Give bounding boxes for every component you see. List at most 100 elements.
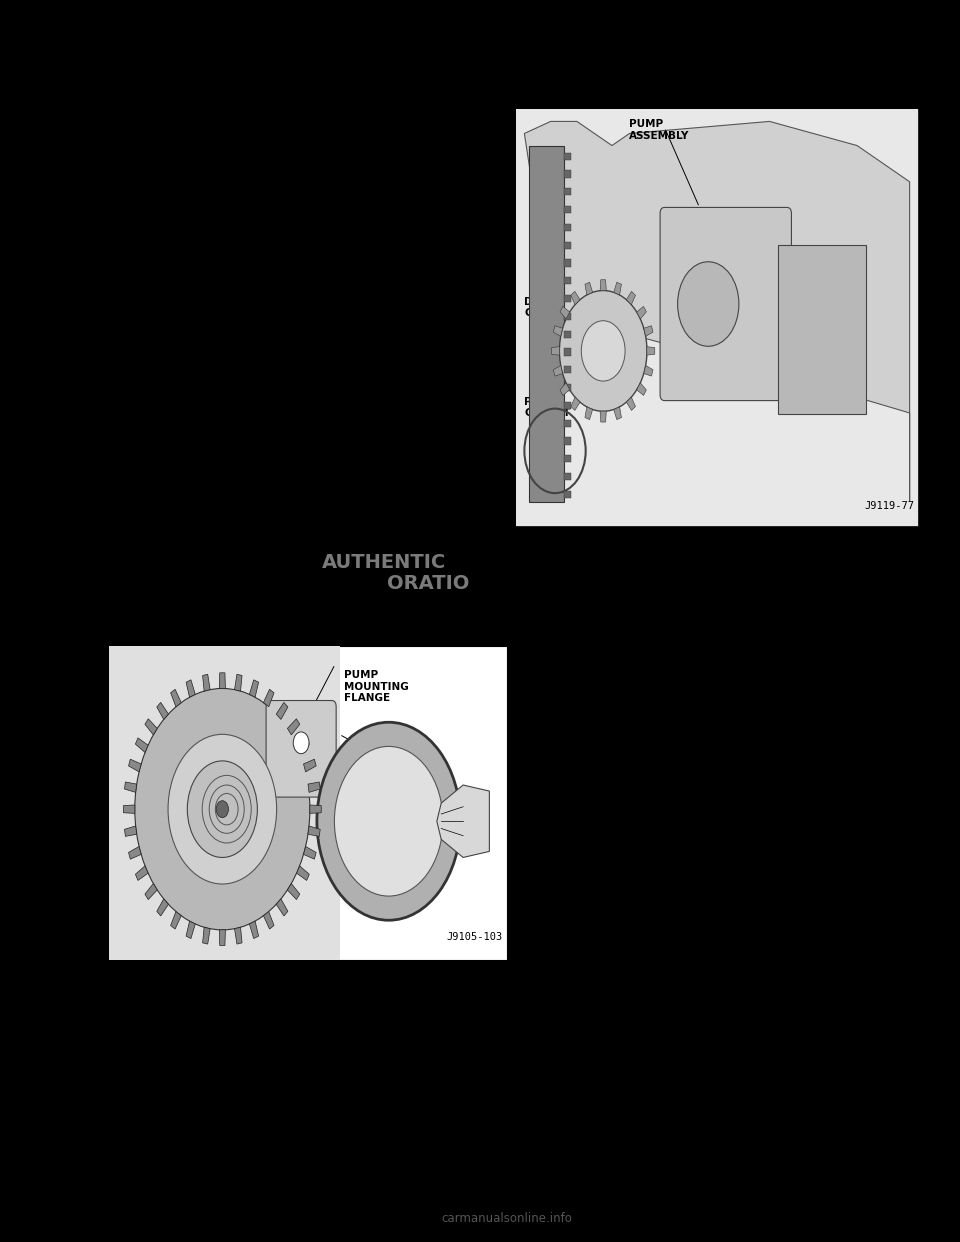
- Text: Then verify that steering action is correct. Do this: Then verify that steering action is corr…: [516, 1088, 833, 1100]
- Polygon shape: [647, 347, 655, 355]
- Polygon shape: [644, 325, 653, 337]
- Text: (9) Connect vacuum hose to vacuum pump.: (9) Connect vacuum hose to vacuum pump.: [516, 845, 806, 857]
- Polygon shape: [626, 292, 636, 304]
- Polygon shape: [125, 782, 136, 792]
- Polygon shape: [135, 738, 148, 753]
- Bar: [564, 402, 571, 409]
- Polygon shape: [310, 805, 322, 814]
- Bar: [529, 145, 564, 502]
- Text: (11) Fill power steering pump reservoir.: (11) Fill power steering pump reservoir.: [516, 894, 786, 907]
- Bar: [564, 206, 571, 214]
- Circle shape: [334, 746, 443, 895]
- Polygon shape: [125, 826, 136, 836]
- Text: ing flange (Fig. 13). Use Mopar perfect seal, or sili-: ing flange (Fig. 13). Use Mopar perfect …: [104, 596, 431, 610]
- Polygon shape: [571, 292, 580, 304]
- Text: vacuum assist and firm brake pedal is obtained.: vacuum assist and firm brake pedal is ob…: [516, 1068, 820, 1081]
- Polygon shape: [287, 883, 300, 899]
- Text: POWER
STEERN
FLUID: POWER STEERN FLUID: [827, 247, 866, 277]
- Text: (14) Start engine and check brake and steering op-: (14) Start engine and check brake and st…: [516, 1028, 857, 1041]
- Text: N•m (18 ft. lbs.) torque.: N•m (18 ft. lbs.) torque.: [104, 320, 258, 333]
- Text: DRIVE
GEAR: DRIVE GEAR: [524, 297, 560, 318]
- Text: (1) Position new gasket on vacuum pump mount-: (1) Position new gasket on vacuum pump m…: [104, 576, 430, 590]
- Text: (3) Position pump assembly on engine and install: (3) Position pump assembly on engine and…: [104, 1079, 432, 1092]
- Text: (10) Install vacuum pump on adapter. Rotate drive: (10) Install vacuum pump on adapter. Rot…: [104, 390, 442, 402]
- Text: PUMP
ASSEMBLY: PUMP ASSEMBLY: [630, 119, 690, 140]
- Polygon shape: [124, 805, 134, 814]
- Text: (5) Install spacers on steering pump studs (Fig.: (5) Install spacers on steering pump stu…: [104, 166, 421, 179]
- Polygon shape: [186, 679, 195, 697]
- Polygon shape: [303, 847, 316, 859]
- Text: circulate fluid and purge air from system.: circulate fluid and purge air from syste…: [516, 959, 780, 971]
- Polygon shape: [524, 122, 910, 502]
- Bar: [108, 646, 507, 960]
- Text: install nut on: install nut on: [917, 281, 960, 293]
- Text: (7) Install oil pressure sender and connect sender: (7) Install oil pressure sender and conn…: [516, 735, 849, 748]
- Polygon shape: [560, 383, 569, 395]
- Polygon shape: [156, 703, 168, 719]
- Polygon shape: [553, 365, 563, 376]
- Polygon shape: [250, 679, 258, 697]
- Text: ◆: ◆: [904, 66, 919, 84]
- Bar: [779, 245, 866, 414]
- Text: lines to pump. Tighten pressure line fitting to 30: lines to pump. Tighten pressure line fit…: [516, 800, 825, 812]
- Polygon shape: [552, 347, 560, 355]
- Polygon shape: [297, 866, 309, 881]
- Circle shape: [560, 291, 647, 411]
- Circle shape: [582, 320, 625, 381]
- Text: (12) Purge air from steering pump lines. Start en-: (12) Purge air from steering pump lines.…: [516, 919, 848, 932]
- Bar: [108, 646, 340, 960]
- Text: on stud. Tighten nut to 24 N•m (18 ft. lbs.) torque.: on stud. Tighten nut to 24 N•m (18 ft. l…: [516, 666, 838, 679]
- Polygon shape: [234, 928, 242, 944]
- Text: gear until tangs on pump shaft engage in coupling.: gear until tangs on pump shaft engage in…: [104, 410, 429, 422]
- Text: (5) Position bracket on steering pump inboard: (5) Position bracket on steering pump in…: [516, 626, 826, 640]
- Text: J9105-103: J9105-103: [446, 932, 502, 941]
- Text: VACUUM—STEERING PUMP ASSEMBLY: VACUUM—STEERING PUMP ASSEMBLY: [104, 523, 444, 539]
- FancyBboxPatch shape: [660, 207, 791, 401]
- Polygon shape: [585, 407, 592, 420]
- Polygon shape: [234, 674, 242, 691]
- Polygon shape: [263, 689, 274, 707]
- Polygon shape: [303, 759, 316, 771]
- Text: AUTHENTIC: AUTHENTIC: [323, 553, 446, 571]
- Polygon shape: [613, 282, 621, 294]
- Text: PUMP
GASKET: PUMP GASKET: [524, 396, 571, 419]
- Text: INSTALLATION: INSTALLATION: [104, 549, 233, 564]
- Text: N•m (22 ft. lbs.) torque.: N•m (22 ft. lbs.) torque.: [516, 820, 669, 833]
- Text: PUMP
GASKET
(APPLY SEALER
TO BOTH SIDES): PUMP GASKET (APPLY SEALER TO BOTH SIDES): [344, 746, 439, 791]
- Bar: [564, 277, 571, 284]
- Text: 12).: 12).: [104, 186, 129, 199]
- Bar: [564, 294, 571, 302]
- Text: to hold assembly in place at this time.: to hold assembly in place at this time.: [104, 1119, 345, 1131]
- Text: PUMP
MOUNTING
FLANGE: PUMP MOUNTING FLANGE: [344, 671, 408, 703]
- Text: (9) Install coupling on pump shaft. Be sure cou-: (9) Install coupling on pump shaft. Be s…: [104, 345, 422, 358]
- Polygon shape: [203, 928, 210, 944]
- Polygon shape: [250, 922, 258, 939]
- Text: Flange: Flange: [282, 985, 333, 997]
- Text: ing nuts.: ing nuts.: [104, 450, 159, 462]
- Polygon shape: [145, 883, 157, 899]
- Text: voir fluid level.: voir fluid level.: [516, 1004, 611, 1016]
- Polygon shape: [626, 397, 636, 410]
- Bar: [564, 188, 571, 195]
- Polygon shape: [219, 930, 226, 945]
- Text: nuts.: nuts.: [104, 494, 135, 507]
- Text: eration. Verify that power brake booster is providing: eration. Verify that power brake booster…: [516, 1048, 851, 1061]
- Polygon shape: [129, 847, 141, 859]
- Polygon shape: [644, 365, 653, 376]
- Bar: [564, 224, 571, 231]
- Bar: [564, 153, 571, 160]
- Text: 5 - 26    BRAKES: 5 - 26 BRAKES: [104, 66, 274, 84]
- Polygon shape: [171, 912, 181, 929]
- Polygon shape: [560, 307, 569, 319]
- Text: sembly lower attaching bolt. Then tighten upper and: sembly lower attaching bolt. Then tighte…: [516, 581, 852, 595]
- Text: cone adhesive/sealer to hold gasket in place.: cone adhesive/sealer to hold gasket in p…: [104, 616, 389, 630]
- Bar: [564, 170, 571, 178]
- Polygon shape: [276, 899, 288, 915]
- Text: (2) Insert pump assembly upper attaching bolt in: (2) Insert pump assembly upper attaching…: [104, 1015, 433, 1027]
- Circle shape: [317, 723, 461, 920]
- Circle shape: [187, 761, 257, 857]
- Text: lower bolt to 77 N•m (57 ft. lbs.) torque.: lower bolt to 77 N•m (57 ft. lbs.) torqu…: [516, 601, 774, 615]
- Circle shape: [216, 801, 228, 817]
- Text: Verify that pump is seated before installing attach-: Verify that pump is seated before instal…: [104, 430, 427, 442]
- Bar: [564, 313, 571, 320]
